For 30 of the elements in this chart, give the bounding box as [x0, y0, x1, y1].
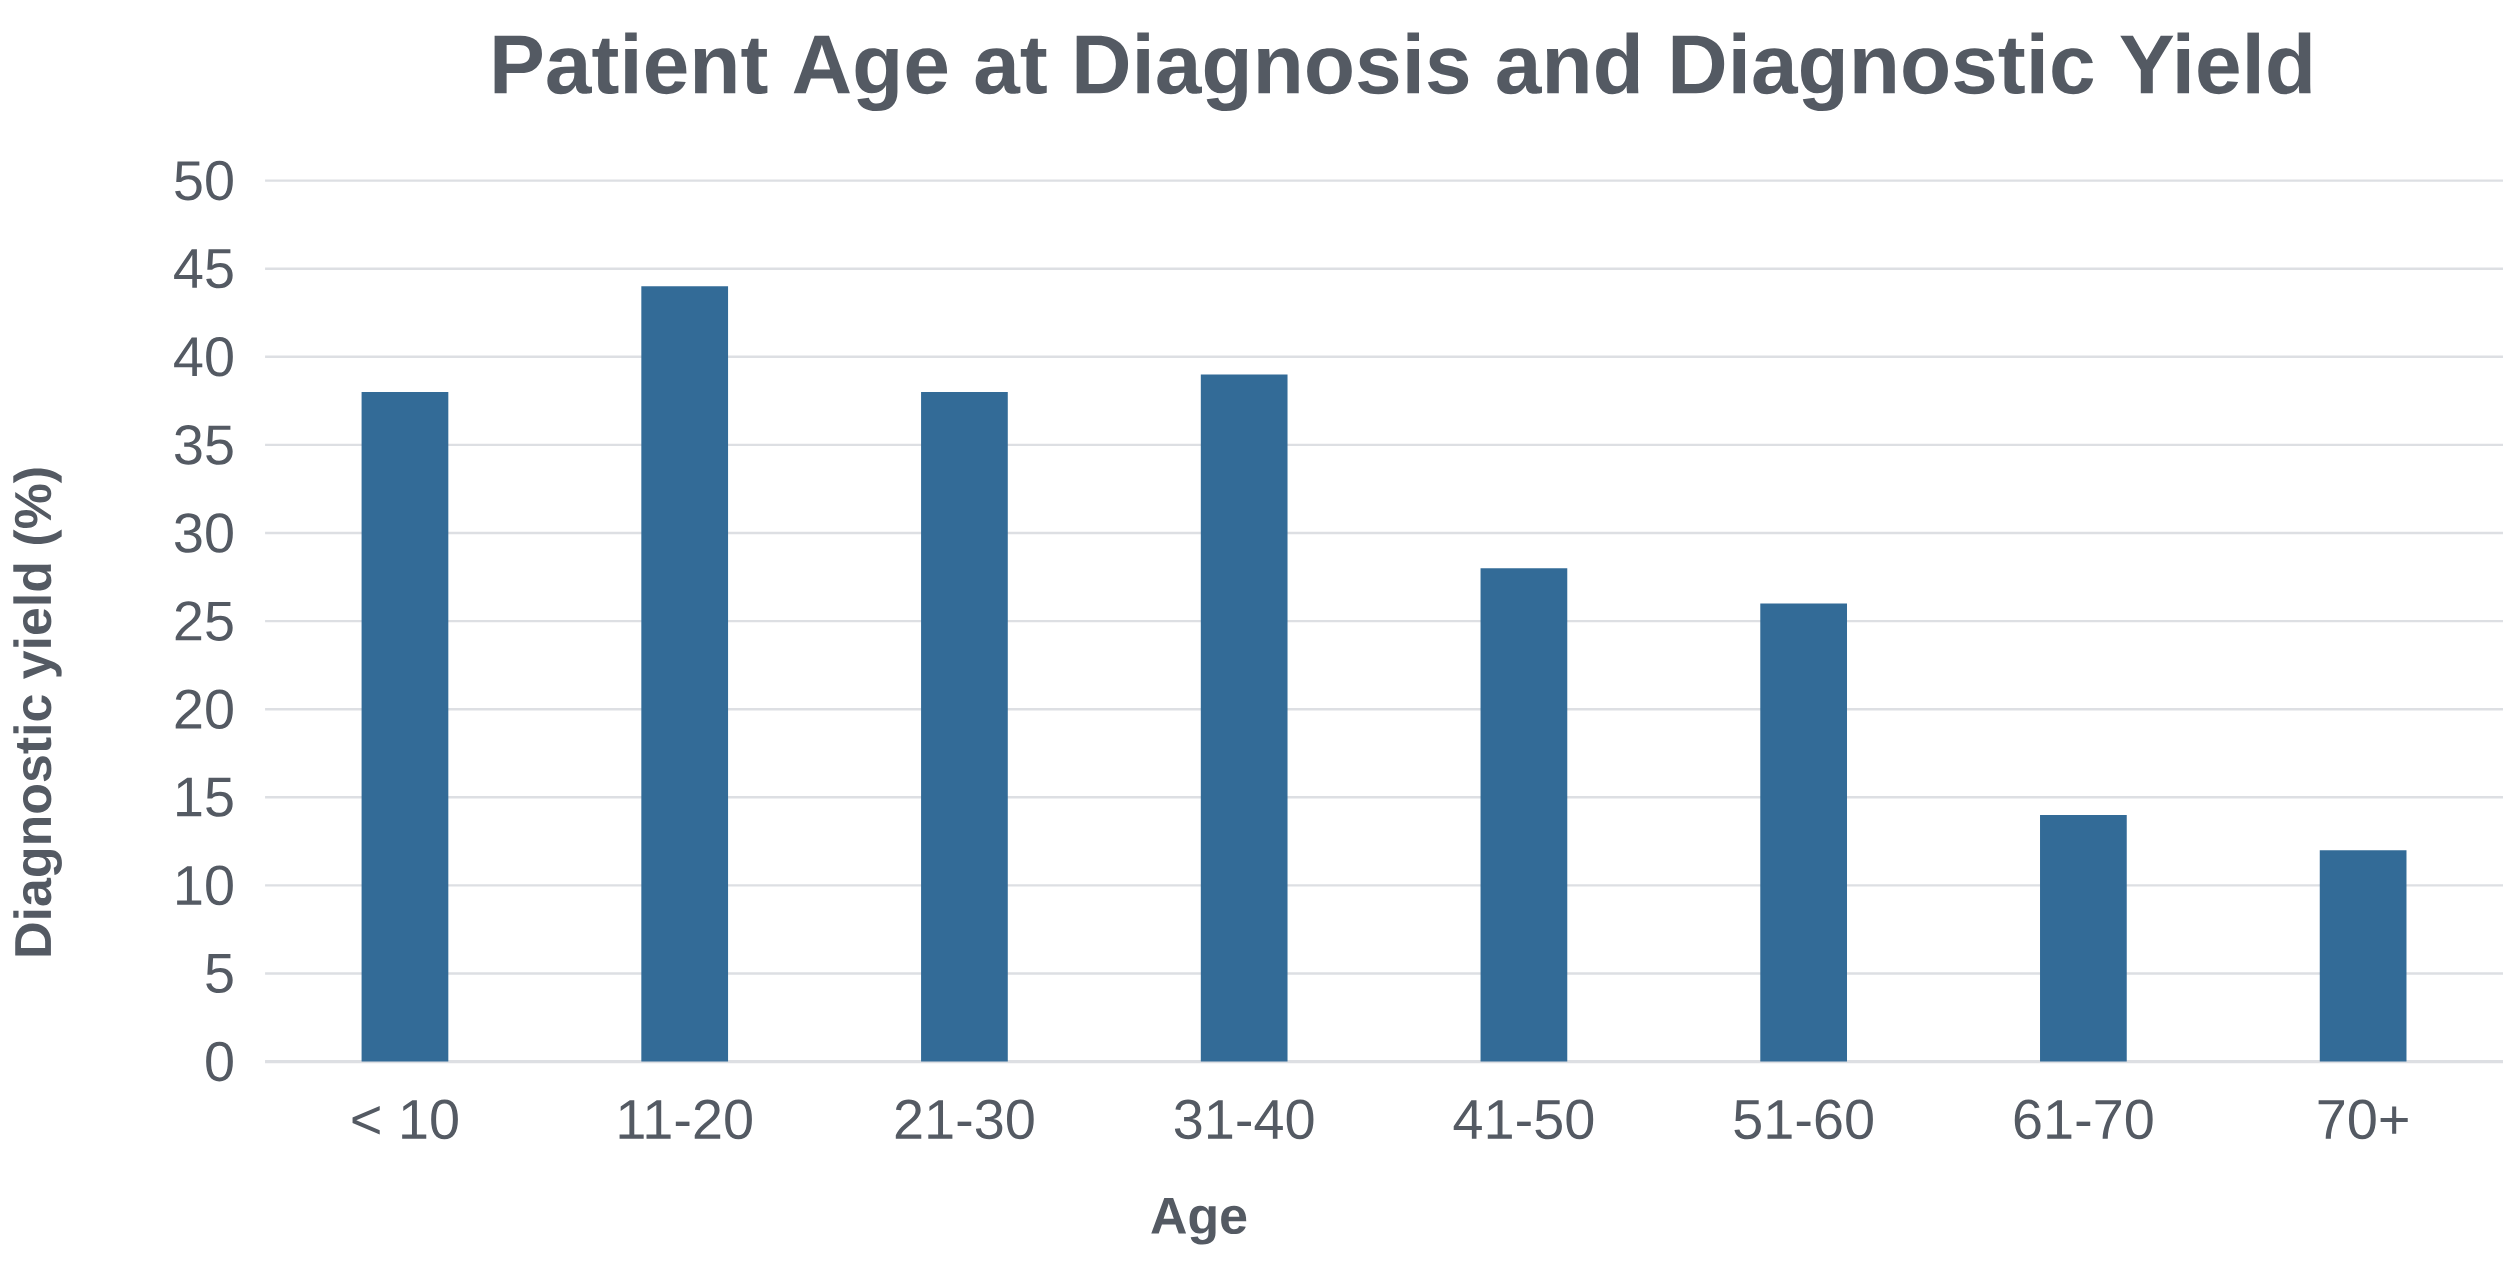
x-tick-label: 21-30	[895, 1099, 1034, 1140]
y-tick-label: 35	[175, 425, 233, 465]
bar	[921, 391, 1008, 1062]
bar	[1760, 603, 1848, 1062]
y-axis-title: Diagnostic yield (%)	[13, 468, 62, 956]
y-tick-label: 45	[174, 249, 233, 289]
x-tick-label: 11-20	[619, 1099, 752, 1140]
x-tick-label: 31-40	[1174, 1099, 1314, 1140]
y-tick-label: 40	[174, 336, 233, 377]
bar	[641, 286, 729, 1062]
x-tick-label: 70+	[2318, 1099, 2408, 1140]
x-axis-title: Age	[1151, 1197, 1247, 1245]
y-tick-label: 20	[175, 689, 233, 729]
y-tick-label: 0	[206, 1041, 233, 1082]
bar	[1200, 374, 1288, 1062]
y-tick-label: 25	[175, 601, 233, 641]
y-tick-label: 15	[177, 777, 233, 817]
bar	[2040, 814, 2127, 1062]
y-tick-label: 5	[206, 953, 233, 993]
bar	[361, 391, 449, 1062]
x-tick-label: 41-50	[1453, 1099, 1594, 1140]
bar	[2319, 850, 2407, 1062]
x-tick-label: 51-60	[1734, 1099, 1873, 1140]
x-tick-label: 61-70	[2014, 1099, 2153, 1140]
y-tick-label: 10	[177, 865, 233, 906]
y-tick-label: 50	[175, 160, 233, 201]
y-tick-label: 30	[175, 513, 233, 553]
chart-title: Patient Age at Diagnosis and Diagnostic Yield	[494, 32, 2311, 112]
x-tick-label: < 10	[352, 1099, 458, 1140]
bar	[1480, 568, 1568, 1062]
